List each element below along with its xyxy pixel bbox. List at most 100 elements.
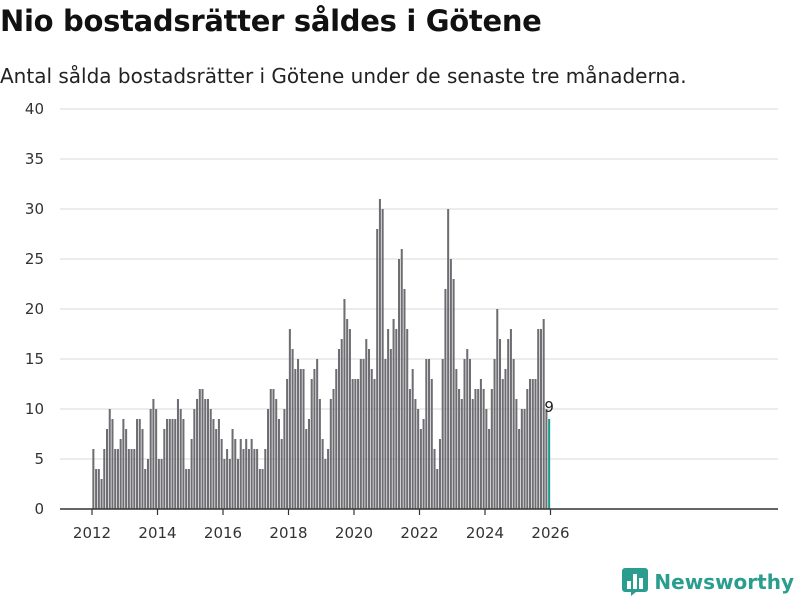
- bar: [474, 389, 477, 509]
- x-tick-label: 2020: [335, 524, 373, 542]
- bar: [133, 449, 136, 509]
- chart-subtitle: Antal sålda bostadsrätter i Götene under…: [0, 64, 687, 88]
- bar: [190, 439, 193, 509]
- bar: [97, 469, 100, 509]
- bar: [337, 349, 341, 509]
- bar: [176, 399, 179, 509]
- bar: [277, 419, 280, 509]
- bar: [417, 409, 420, 509]
- bar: [389, 349, 392, 509]
- chart-title: Nio bostadsrätter såldes i Götene: [0, 4, 542, 38]
- bar: [155, 409, 158, 509]
- bar: [365, 339, 368, 509]
- bar: [515, 399, 518, 509]
- bar: [125, 429, 128, 509]
- y-tick-label: 15: [25, 350, 44, 368]
- bar: [455, 369, 458, 509]
- bar: [215, 429, 218, 509]
- bar: [141, 429, 144, 509]
- bar: [171, 419, 174, 509]
- bar: [526, 389, 529, 509]
- bar: [479, 379, 482, 509]
- bar: [504, 369, 507, 509]
- bar: [392, 319, 395, 509]
- bar: [310, 379, 313, 509]
- bar: [245, 439, 248, 509]
- bar: [291, 349, 294, 509]
- bar: [269, 389, 272, 509]
- bar: [324, 459, 327, 509]
- bar: [520, 409, 523, 509]
- bar: [351, 379, 354, 509]
- bar: [92, 449, 95, 509]
- bar: [201, 389, 204, 509]
- bar: [529, 379, 532, 509]
- bar: [196, 399, 199, 509]
- bar: [373, 379, 376, 509]
- bar: [419, 429, 422, 509]
- bar: [452, 279, 455, 509]
- bar: [182, 419, 185, 509]
- bar: [223, 459, 226, 509]
- bar: [414, 399, 417, 509]
- bar: [531, 379, 534, 509]
- bar: [253, 449, 256, 509]
- bar: [152, 399, 155, 509]
- bar: [406, 329, 409, 509]
- bar: [261, 469, 264, 509]
- bar: [119, 439, 122, 509]
- bar: [542, 319, 545, 509]
- bar: [198, 389, 201, 509]
- bar: [250, 439, 253, 509]
- bar: [138, 419, 141, 509]
- bar: [327, 449, 330, 509]
- bar: [523, 409, 526, 509]
- bar: [438, 439, 441, 509]
- bar: [466, 349, 469, 509]
- bar: [294, 369, 297, 509]
- bar: [258, 469, 261, 509]
- bar: [316, 359, 319, 509]
- bar: [149, 409, 152, 509]
- x-tick-label: 2022: [400, 524, 438, 542]
- bar: [367, 349, 371, 509]
- bar: [168, 419, 171, 509]
- bar: [220, 439, 223, 509]
- bar: [144, 469, 147, 509]
- bar: [408, 389, 411, 509]
- bar: [381, 209, 384, 509]
- bar: [501, 379, 504, 509]
- bar: [444, 289, 447, 509]
- x-tick-label: 2018: [269, 524, 307, 542]
- bar: [160, 459, 163, 509]
- bar: [436, 469, 439, 509]
- bar: [329, 399, 332, 509]
- bar: [108, 409, 111, 509]
- bar: [398, 259, 401, 509]
- bar-chart-logo-icon: [622, 568, 649, 596]
- x-tick-label: 2024: [466, 524, 504, 542]
- bar: [468, 359, 472, 509]
- bar: [537, 329, 540, 509]
- bar: [193, 409, 196, 509]
- bar: [185, 469, 188, 509]
- bar: [477, 389, 480, 509]
- bar: [490, 389, 493, 509]
- bar: [187, 469, 190, 509]
- bar: [130, 449, 133, 509]
- bar: [539, 329, 542, 509]
- bar: [174, 419, 177, 509]
- bar: [493, 359, 496, 509]
- bar: [411, 369, 414, 509]
- x-tick-label: 2012: [73, 524, 111, 542]
- bar: [209, 409, 212, 509]
- bar: [370, 369, 373, 509]
- bar: [305, 429, 308, 509]
- bar: [428, 359, 431, 509]
- x-tick-label: 2026: [531, 524, 569, 542]
- bar: [302, 369, 305, 509]
- brand-name: Newsworthy: [654, 570, 794, 594]
- x-tick-label: 2014: [138, 524, 176, 542]
- bar: [512, 359, 515, 509]
- bar: [471, 399, 474, 509]
